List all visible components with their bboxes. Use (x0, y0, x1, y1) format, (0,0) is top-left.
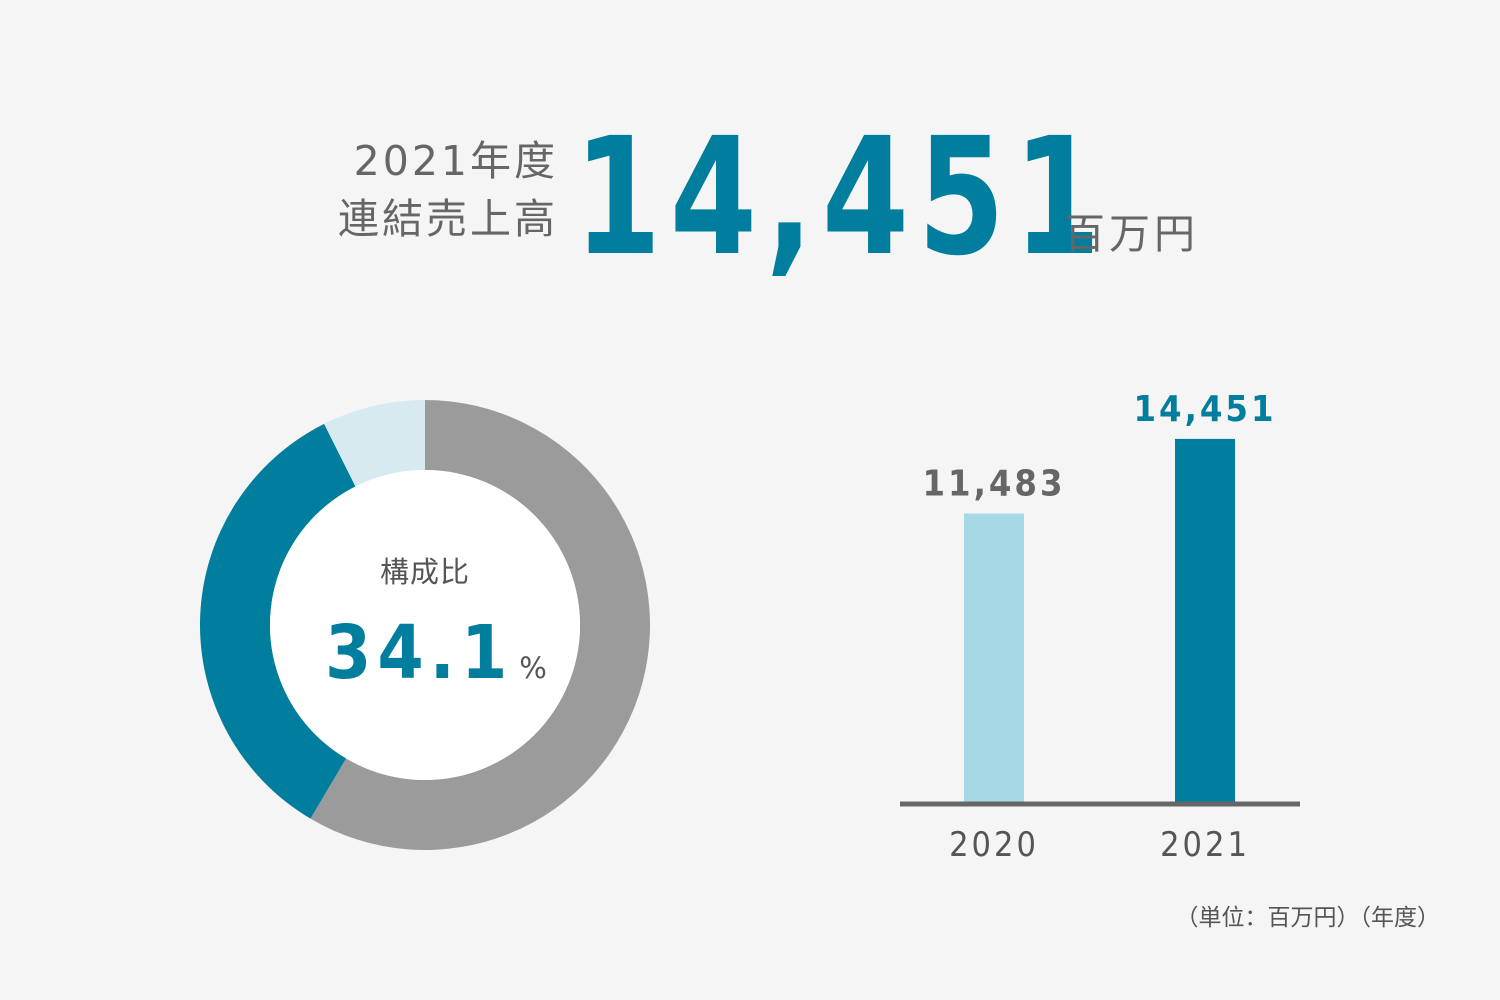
yearly-sales-bar-chart: 11,483 2020 14,451 2021 (900, 389, 1300, 865)
bar-value-label-2020: 11,483 (923, 463, 1066, 504)
donut-percentage-unit: % (519, 651, 547, 685)
bar-2020 (964, 513, 1024, 802)
donut-slice-1 (199, 423, 356, 819)
x-tick-label-2020: 2020 (949, 825, 1039, 865)
total-sales-value: 14,451 (574, 104, 1110, 292)
donut-center-caption: 構成比 (379, 555, 470, 589)
donut-slice-2 (324, 400, 425, 487)
unit-footnote: （単位：百万円）（年度） (1175, 905, 1441, 931)
donut-center-hole (270, 470, 580, 780)
bar-value-label-2021: 14,451 (1134, 389, 1277, 430)
x-tick-label-2021: 2021 (1160, 825, 1250, 865)
header-label: 2021年度 連結売上高 (298, 132, 558, 248)
donut-center-value: 34.1% (325, 610, 547, 696)
donut-percentage-number: 34.1 (325, 610, 514, 696)
consolidated-sales-label: 連結売上高 (338, 195, 558, 243)
donut-slice-0 (310, 400, 650, 850)
bar-2021 (1175, 438, 1235, 802)
composition-donut-chart (199, 400, 650, 850)
total-sales-unit: 百万円 (1064, 210, 1199, 258)
fiscal-year-label: 2021年度 (353, 137, 558, 185)
